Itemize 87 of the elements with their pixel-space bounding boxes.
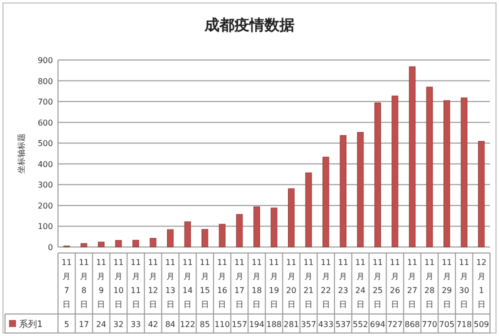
- x-tick-label: 11月27日: [407, 258, 418, 309]
- data-label: 705: [439, 320, 454, 329]
- bar: [253, 206, 260, 248]
- bar: [236, 214, 243, 248]
- data-label: 509: [474, 320, 489, 329]
- bar: [374, 102, 381, 248]
- bar: [202, 229, 208, 248]
- x-tick-label: 11月9日: [96, 258, 106, 309]
- data-label: 357: [300, 320, 316, 329]
- data-label: 552: [352, 320, 368, 329]
- bar: [478, 140, 485, 248]
- y-tick-label: 400: [38, 160, 53, 169]
- x-tick-label: 11月19日: [268, 258, 280, 309]
- y-tick-label: 600: [38, 118, 53, 128]
- x-tick-label: 12月1日: [476, 258, 486, 309]
- bar: [218, 224, 226, 248]
- chart-title: 成都疫情数据: [204, 16, 294, 34]
- x-tick-label: 11月17日: [234, 258, 245, 309]
- y-tick-label: 100: [38, 222, 53, 232]
- data-label: 84: [165, 320, 176, 329]
- data-label: 122: [180, 320, 196, 329]
- data-label: 17: [78, 320, 90, 329]
- bar: [150, 238, 156, 248]
- data-label: 770: [422, 320, 438, 329]
- data-label: 32: [113, 320, 124, 329]
- x-tick-label: 11月14日: [182, 258, 193, 309]
- bar: [305, 172, 312, 248]
- y-tick-label: 900: [38, 56, 53, 65]
- x-tick-label: 11月21日: [303, 258, 314, 309]
- data-label: 85: [200, 320, 210, 329]
- bar: [98, 242, 104, 248]
- data-label: 24: [96, 320, 106, 329]
- x-tick-label: 11月8日: [78, 258, 90, 309]
- bar: [426, 86, 433, 248]
- y-tick-label: 0: [48, 243, 53, 252]
- bar: [357, 132, 364, 248]
- bar: [167, 229, 174, 248]
- data-label: 537: [335, 320, 351, 329]
- y-tick-label: 700: [38, 98, 53, 107]
- bar: [340, 135, 346, 248]
- data-label: 718: [456, 320, 472, 329]
- x-tick-label: 11月29日: [442, 258, 452, 309]
- y-tick-label: 200: [38, 201, 53, 210]
- bar: [408, 66, 416, 248]
- bar: [444, 100, 450, 248]
- data-label: 433: [318, 320, 334, 329]
- bar: [184, 221, 191, 248]
- bar: [270, 208, 278, 248]
- data-label: 188: [266, 320, 282, 329]
- bar: [460, 98, 468, 248]
- data-label: 42: [148, 320, 158, 329]
- bar: [288, 188, 295, 248]
- x-tick-label: 11月18日: [252, 258, 262, 309]
- x-tick-label: 11月22日: [320, 258, 331, 309]
- x-tick-label: 11月28日: [424, 258, 435, 309]
- data-label: 33: [130, 320, 141, 329]
- bar: [115, 240, 122, 248]
- data-label: 694: [370, 320, 386, 329]
- x-tick-label: 11月20日: [286, 258, 296, 309]
- data-label: 5: [64, 320, 70, 329]
- x-tick-label: 11月10日: [113, 258, 124, 309]
- x-tick-label: 11月12日: [148, 258, 158, 309]
- x-tick-label: 11月23日: [338, 258, 348, 309]
- y-tick-label: 300: [38, 180, 53, 190]
- x-tick-label: 11月16日: [217, 258, 228, 309]
- data-label: 281: [284, 320, 299, 329]
- data-label: 194: [249, 320, 264, 329]
- x-tick-label: 11月11日: [130, 258, 141, 309]
- bar: [322, 156, 330, 248]
- y-axis-title: 坐标轴标题: [17, 134, 26, 174]
- bar: [392, 96, 398, 248]
- x-tick-label: 11月15日: [200, 258, 210, 309]
- x-tick-label: 11月30日: [458, 258, 470, 309]
- data-label: 157: [232, 320, 248, 329]
- y-tick-label: 800: [38, 76, 53, 86]
- x-tick-label: 11月25日: [372, 258, 383, 309]
- x-tick-label: 11月26日: [390, 258, 400, 309]
- data-label: 110: [214, 320, 230, 329]
- data-label: 868: [404, 320, 420, 329]
- x-tick-label: 11月7日: [62, 258, 72, 309]
- bar: [132, 240, 140, 248]
- bar: [80, 243, 88, 248]
- data-label: 727: [387, 320, 403, 329]
- x-tick-label: 11月24日: [355, 258, 366, 309]
- legend-label: 系列1: [19, 319, 43, 330]
- x-tick-label: 11月13日: [165, 258, 176, 309]
- y-tick-label: 500: [38, 139, 53, 148]
